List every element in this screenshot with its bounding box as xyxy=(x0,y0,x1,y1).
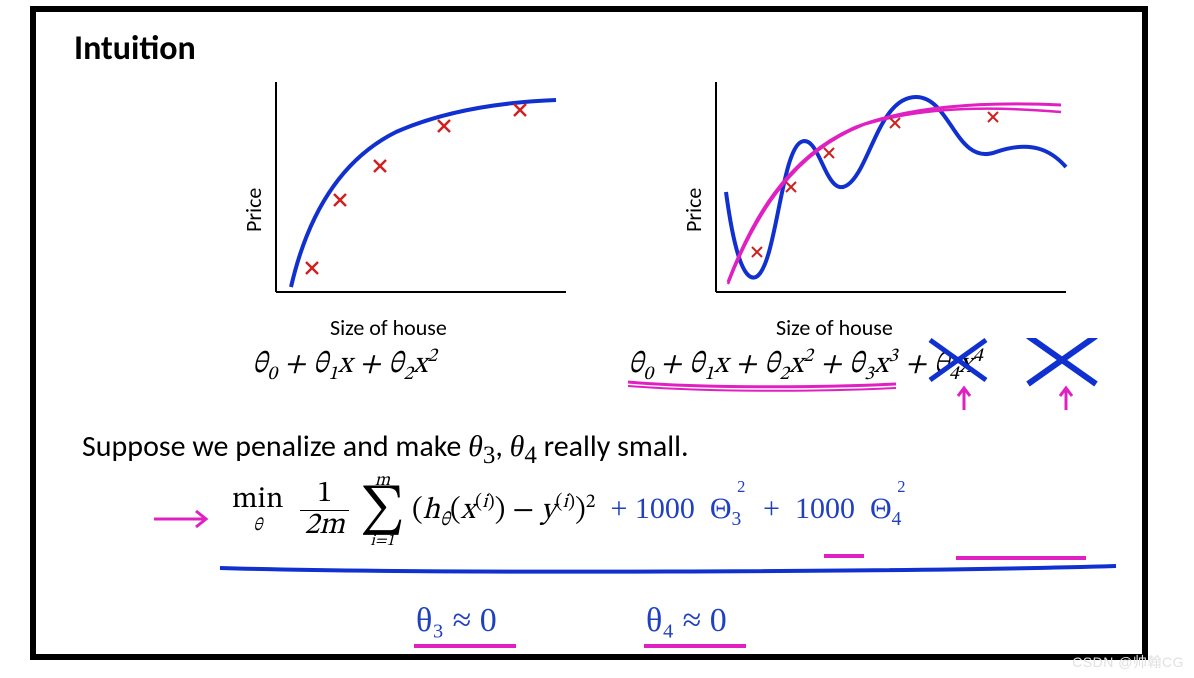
cost-underlines xyxy=(216,550,1126,590)
min-sub: θ xyxy=(232,517,283,536)
penalty-theta4: + 1000 Θ42 xyxy=(763,492,910,525)
slide-title: Intuition xyxy=(74,28,196,69)
chart-left-xlabel: Size of house xyxy=(330,314,447,341)
sum-bot: i=1 xyxy=(360,533,405,549)
right-eq-annotations xyxy=(616,338,1136,418)
frac-num: 1 xyxy=(300,479,348,512)
chart-right-ylabel: Price xyxy=(680,188,707,232)
chart-left-svg xyxy=(216,72,576,312)
approx-underlines xyxy=(406,640,806,656)
approx-theta3: θ₃ ≈ 0 xyxy=(416,602,497,640)
chart-right: Price xyxy=(656,72,1076,312)
chart-left-ylabel: Price xyxy=(240,188,267,232)
arrow-to-cost xyxy=(150,504,220,534)
penalty-theta3: + 1000 Θ32 xyxy=(610,492,757,525)
sum-sigma: ∑ xyxy=(360,490,405,533)
slide-frame: Intuition Price Size of house θ0 + θ1x +… xyxy=(30,6,1148,660)
chart-right-svg xyxy=(656,72,1076,312)
approx-theta4: θ₄ ≈ 0 xyxy=(646,602,727,640)
watermark: CSDN @帅翰CG xyxy=(1072,652,1184,672)
min-label: min xyxy=(232,485,283,517)
cost-function: min θ 1 2m m ∑ i=1 (hθ(x(i)) − y(i))2 + … xyxy=(232,472,910,549)
chart-left-equation: θ0 + θ1x + θ2x2 xyxy=(252,344,437,387)
frac-den: 2m xyxy=(300,511,348,543)
chart-left: Price xyxy=(216,72,576,312)
cost-body: (hθ(x(i)) − y(i))2 xyxy=(412,496,603,526)
penalize-sentence: Suppose we penalize and make θ3, θ4 real… xyxy=(82,428,689,470)
chart-right-xlabel: Size of house xyxy=(776,314,893,341)
